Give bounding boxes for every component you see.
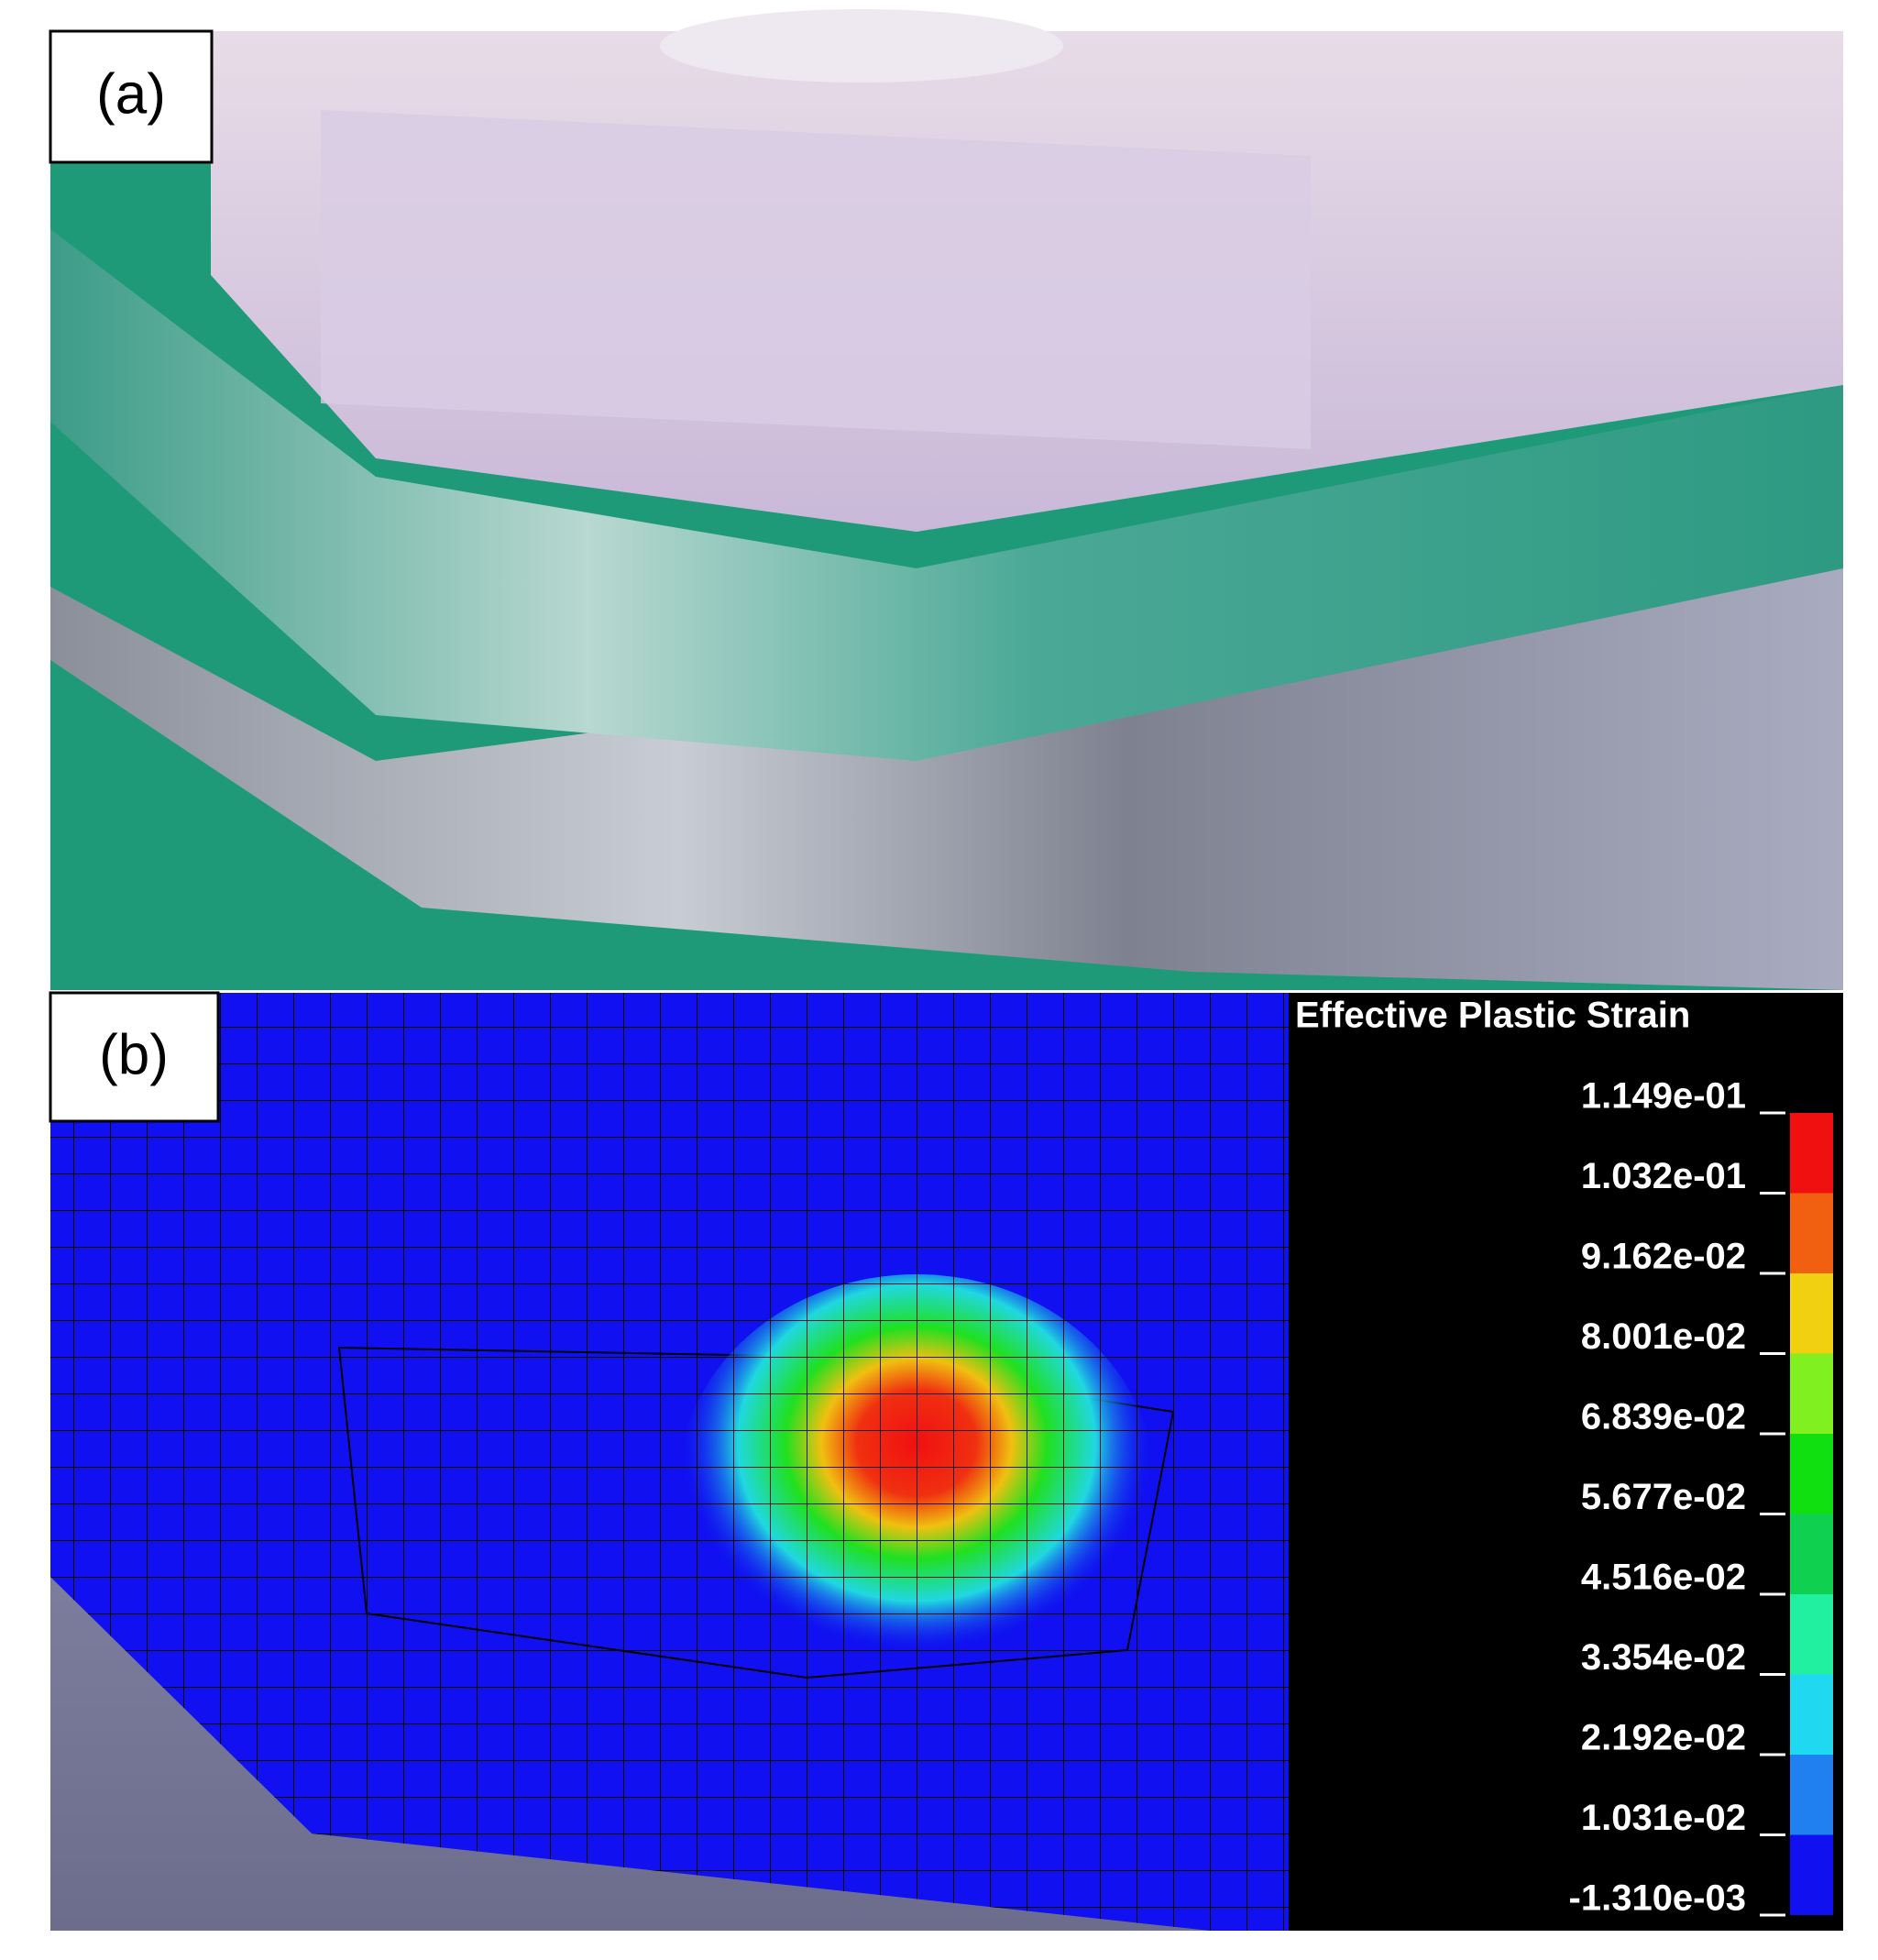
color-band [1790,1193,1833,1273]
color-band [1790,1834,1833,1915]
legend-label: 3.354e-02 [1581,1637,1746,1678]
color-band [1790,1755,1833,1835]
color-band [1790,1113,1833,1194]
color-band [1790,1514,1833,1594]
legend-background [1289,993,1843,1931]
color-band [1790,1273,1833,1354]
color-band [1790,1674,1833,1755]
color-band [1790,1434,1833,1514]
label-box [49,991,220,1123]
legend-title: Effective Plastic Strain [1295,996,1690,1036]
legend-label: 1.031e-02 [1581,1798,1746,1838]
legend: 1.149e-01 1.032e-01 9.162e-02 8.001e-02 6.83… [1569,1076,1833,1919]
legend-label: 1.032e-01 [1581,1156,1746,1196]
panel-label: (a) [96,62,166,126]
legend-label: 9.162e-02 [1581,1237,1746,1277]
panel-label: (b) [99,1023,169,1086]
color-band [1790,1594,1833,1675]
legend-label: -1.310e-03 [1569,1878,1746,1919]
legend-label: 6.839e-02 [1581,1397,1746,1437]
legend-label: 4.516e-02 [1581,1558,1746,1598]
legend-label: 1.149e-01 [1581,1076,1746,1117]
legend-label: 5.677e-02 [1581,1477,1746,1517]
simulation-panel [50,993,1289,1931]
photo-panel [50,9,1843,990]
label-box [49,29,214,164]
legend-label: 8.001e-02 [1581,1316,1746,1357]
legend-label: 2.192e-02 [1581,1718,1746,1758]
color-band [1790,1353,1833,1434]
